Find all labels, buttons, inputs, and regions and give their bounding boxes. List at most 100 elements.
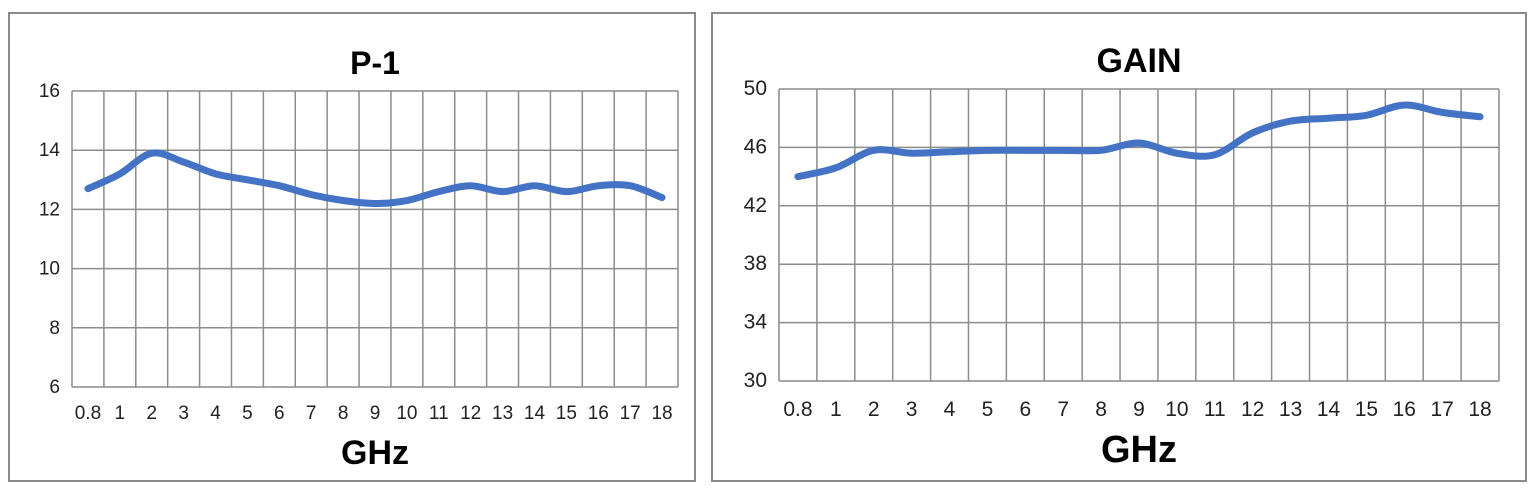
- data-point-8: [340, 198, 346, 204]
- x-tick-label: 18: [1468, 398, 1491, 421]
- data-point-2: [149, 150, 155, 156]
- data-point-17: [1439, 109, 1445, 115]
- data-point-11: [436, 189, 442, 195]
- x-tick-label: 0.8: [783, 398, 812, 421]
- grid: [778, 88, 1500, 382]
- data-point-5: [244, 177, 250, 183]
- gain-chart-panel: GAIN 50 46 42 38 34 30 0.8 1 2 3 4 5 6 7 8 9 10 11 12 13 14 15…: [711, 12, 1527, 482]
- x-tick-label: 15: [556, 403, 577, 424]
- x-tick-label: 13: [1279, 398, 1302, 421]
- x-tick-label: 4: [210, 403, 221, 424]
- data-point-17: [627, 183, 633, 189]
- x-tick-label: 5: [982, 398, 994, 421]
- data-point-16: [1401, 102, 1407, 108]
- data-point-13: [500, 189, 506, 195]
- x-tick-label: 0.8: [75, 403, 101, 424]
- data-point-5: [984, 147, 990, 153]
- data-point-15: [563, 189, 569, 195]
- x-tick-label: 5: [242, 403, 253, 424]
- y-tick-label: 30: [744, 369, 767, 392]
- x-tick-label: 1: [115, 403, 126, 424]
- y-tick-label: 16: [39, 81, 60, 102]
- x-tick-label: 4: [944, 398, 956, 421]
- chart-title: P-1: [350, 45, 400, 81]
- x-tick-label: 17: [620, 403, 641, 424]
- y-tick-label: 38: [744, 252, 767, 275]
- data-point-18: [1477, 114, 1483, 120]
- y-tick-label: 12: [39, 199, 60, 220]
- x-axis-label: GHz: [341, 434, 409, 472]
- data-point-1: [833, 165, 839, 171]
- x-tick-label: 8: [338, 403, 349, 424]
- x-tick-label: 2: [146, 403, 157, 424]
- y-tick-label: 14: [39, 140, 61, 161]
- y-tick-label: 42: [744, 194, 767, 217]
- data-point-14: [1325, 115, 1331, 121]
- y-tick-label: 50: [744, 77, 767, 100]
- x-tick-label: 2: [868, 398, 880, 421]
- x-tick-label: 10: [396, 403, 417, 424]
- data-point-8: [1098, 147, 1104, 153]
- x-tick-label: 9: [370, 403, 381, 424]
- x-tick-label: 10: [1165, 398, 1188, 421]
- data-point-6: [1022, 147, 1028, 153]
- grid: [71, 90, 679, 388]
- x-tick-label: 6: [274, 403, 285, 424]
- data-point-4: [213, 171, 219, 177]
- x-tick-label: 15: [1355, 398, 1378, 421]
- series-line: [794, 101, 1484, 181]
- chart-title: GAIN: [1097, 42, 1182, 80]
- x-tick-label: 3: [906, 398, 918, 421]
- data-point-10: [1174, 150, 1180, 156]
- data-point-6: [276, 183, 282, 189]
- x-tick-label: 7: [306, 403, 317, 424]
- data-point-10: [404, 198, 410, 204]
- y-tick-label: 46: [744, 135, 767, 158]
- data-point-3: [181, 159, 187, 165]
- data-point-9: [1136, 140, 1142, 146]
- x-tick-label: 17: [1430, 398, 1453, 421]
- x-tick-label: 16: [1393, 398, 1416, 421]
- y-tick-label: 8: [49, 318, 60, 339]
- data-point-18: [659, 195, 665, 201]
- data-point-12: [468, 183, 474, 189]
- x-tick-label: 11: [1204, 398, 1226, 421]
- x-tick-label: 8: [1095, 398, 1107, 421]
- data-point-1: [117, 171, 123, 177]
- x-tick-label: 13: [492, 403, 513, 424]
- data-point-12: [1250, 130, 1256, 136]
- y-tick-label: 6: [49, 377, 60, 398]
- x-tick-label: 12: [460, 403, 481, 424]
- data-point-16: [595, 183, 601, 189]
- p1-chart-panel: P-1 16 14 12 10 8 6 0.8 1 2 3 4 5 6 7 8 9 10 11 12 13 14 15 16 1…: [8, 12, 696, 482]
- y-tick-label: 10: [39, 259, 60, 280]
- x-tick-label: 18: [651, 403, 672, 424]
- x-tick-label: 6: [1019, 398, 1031, 421]
- x-tick-label: 7: [1057, 398, 1069, 421]
- data-point-15: [1363, 112, 1369, 118]
- data-point-7: [1060, 147, 1066, 153]
- data-point-14: [531, 183, 537, 189]
- data-point-4: [947, 149, 953, 155]
- x-tick-label: 11: [429, 403, 449, 424]
- data-point-13: [1288, 118, 1294, 124]
- series-line: [84, 149, 666, 207]
- x-tick-label: 12: [1241, 398, 1264, 421]
- x-axis-label: GHz: [1101, 429, 1177, 471]
- x-tick-label: 1: [830, 398, 842, 421]
- x-tick-label: 9: [1133, 398, 1145, 421]
- data-point-2: [871, 147, 877, 153]
- x-tick-label: 14: [1317, 398, 1341, 421]
- x-tick-label: 14: [524, 403, 546, 424]
- data-point-0.8: [795, 174, 801, 180]
- data-point-3: [909, 150, 915, 156]
- data-point-11: [1212, 152, 1218, 158]
- data-point-0.8: [85, 186, 91, 192]
- y-tick-label: 34: [744, 311, 768, 334]
- data-point-7: [308, 192, 314, 198]
- data-point-9: [372, 200, 378, 206]
- x-tick-label: 16: [588, 403, 609, 424]
- x-tick-label: 3: [178, 403, 189, 424]
